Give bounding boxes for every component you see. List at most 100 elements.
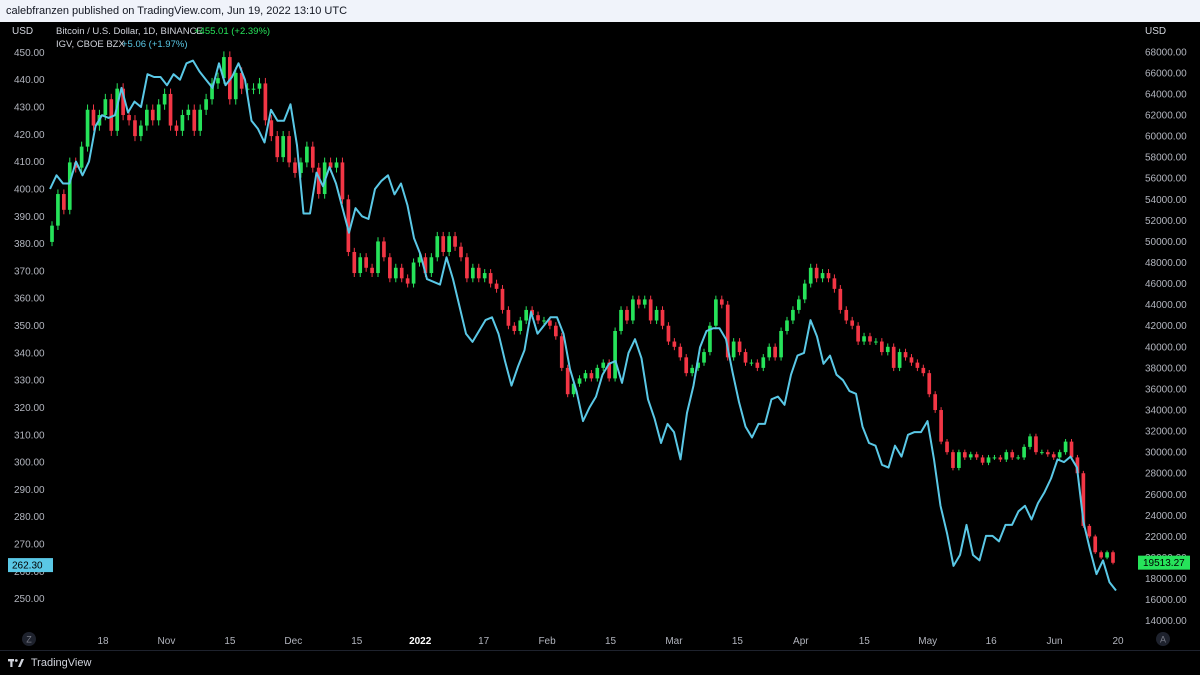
btc-candle: [287, 136, 291, 162]
btc-candle: [1022, 447, 1026, 458]
btc-candle: [643, 299, 647, 304]
right-tick-label: 26000.00: [1145, 490, 1187, 501]
btc-candle: [1105, 552, 1109, 557]
btc-candle: [388, 257, 392, 278]
btc-candle: [175, 126, 179, 131]
btc-candle: [471, 268, 475, 279]
btc-candle: [394, 268, 398, 279]
btc-candle: [86, 110, 90, 147]
right-tick-label: 42000.00: [1145, 321, 1187, 332]
x-tick-label: Apr: [793, 636, 809, 647]
btc-candle: [690, 368, 694, 373]
btc-candle: [104, 99, 108, 115]
right-tick-label: 52000.00: [1145, 216, 1187, 227]
btc-candle: [169, 94, 173, 126]
btc-candle: [862, 336, 866, 341]
btc-candle: [874, 342, 878, 343]
btc-candle: [738, 342, 742, 353]
btc-candle: [744, 352, 748, 363]
btc-candle: [435, 236, 439, 257]
btc-candle: [1111, 552, 1115, 563]
x-tick-label: Feb: [538, 636, 556, 647]
right-tick-label: 36000.00: [1145, 384, 1187, 395]
btc-candle: [921, 368, 925, 373]
btc-candle: [637, 299, 641, 304]
left-tick-label: 330.00: [14, 376, 45, 387]
right-tick-label: 66000.00: [1145, 68, 1187, 79]
btc-candle: [732, 342, 736, 358]
left-tick-label: 410.00: [14, 157, 45, 168]
left-tick-label: 420.00: [14, 130, 45, 141]
btc-candle: [1046, 452, 1050, 454]
btc-candle: [678, 347, 682, 358]
left-tick-label: 450.00: [14, 48, 45, 59]
right-tick-label: 32000.00: [1145, 427, 1187, 438]
x-tick-label: 15: [732, 636, 744, 647]
btc-candle: [305, 147, 309, 163]
x-tick-label: Jun: [1047, 636, 1063, 647]
btc-candle: [252, 89, 256, 90]
btc-candle: [886, 347, 890, 352]
x-tick-label: 17: [478, 636, 490, 647]
left-tick-label: 300.00: [14, 458, 45, 469]
btc-candle: [1087, 526, 1091, 537]
btc-candle: [767, 347, 771, 358]
btc-candle: [975, 454, 979, 457]
right-tick-label: 24000.00: [1145, 511, 1187, 522]
btc-candle: [815, 268, 819, 279]
btc-candle: [833, 278, 837, 289]
btc-candle: [856, 326, 860, 342]
btc-candle: [127, 115, 131, 120]
left-tick-label: 380.00: [14, 239, 45, 250]
btc-candle: [1064, 442, 1068, 453]
left-tick-label: 320.00: [14, 403, 45, 414]
btc-candle: [109, 99, 113, 131]
btc-candle: [661, 310, 665, 326]
right-tick-label: 50000.00: [1145, 237, 1187, 248]
btc-candle: [68, 162, 72, 209]
right-tick-label: 56000.00: [1145, 174, 1187, 185]
btc-candle: [198, 110, 202, 131]
btc-candle: [400, 268, 404, 279]
btc-candle: [92, 110, 96, 126]
x-tick-label: 15: [605, 636, 617, 647]
btc-candle: [364, 257, 368, 268]
left-tick-label: 370.00: [14, 266, 45, 277]
x-tick-label: May: [918, 636, 937, 647]
btc-candle: [453, 236, 457, 247]
btc-candle: [192, 110, 196, 131]
btc-candle: [999, 457, 1003, 459]
btc-candle: [791, 310, 795, 321]
btc-candle: [1099, 552, 1103, 557]
btc-candle: [56, 194, 60, 226]
btc-candle: [412, 263, 416, 284]
btc-candle: [951, 452, 955, 468]
left-tick-label: 280.00: [14, 512, 45, 523]
right-tick-label: 54000.00: [1145, 195, 1187, 206]
left-tick-label: 400.00: [14, 184, 45, 195]
left-tick-label: 350.00: [14, 321, 45, 332]
btc-candle: [761, 357, 765, 368]
btc-candle: [779, 331, 783, 357]
x-tick-label: Mar: [665, 636, 683, 647]
btc-candle: [50, 226, 54, 242]
btc-candle: [969, 454, 973, 457]
btc-candle: [578, 378, 582, 383]
btc-candle: [447, 236, 451, 252]
btc-candle: [382, 241, 386, 257]
x-tick-label: 18: [97, 636, 109, 647]
btc-candle: [430, 257, 434, 273]
btc-candle: [839, 289, 843, 310]
btc-candle: [80, 147, 84, 168]
btc-candle: [945, 442, 949, 453]
x-tick-label: 15: [351, 636, 363, 647]
right-tick-label: 48000.00: [1145, 258, 1187, 269]
btc-candle: [625, 310, 629, 321]
footer-brand: TradingView: [31, 657, 92, 669]
btc-candle: [1034, 436, 1038, 452]
btc-candle: [868, 336, 872, 341]
x-tick-label: Dec: [284, 636, 302, 647]
x-tick-label: 15: [224, 636, 236, 647]
